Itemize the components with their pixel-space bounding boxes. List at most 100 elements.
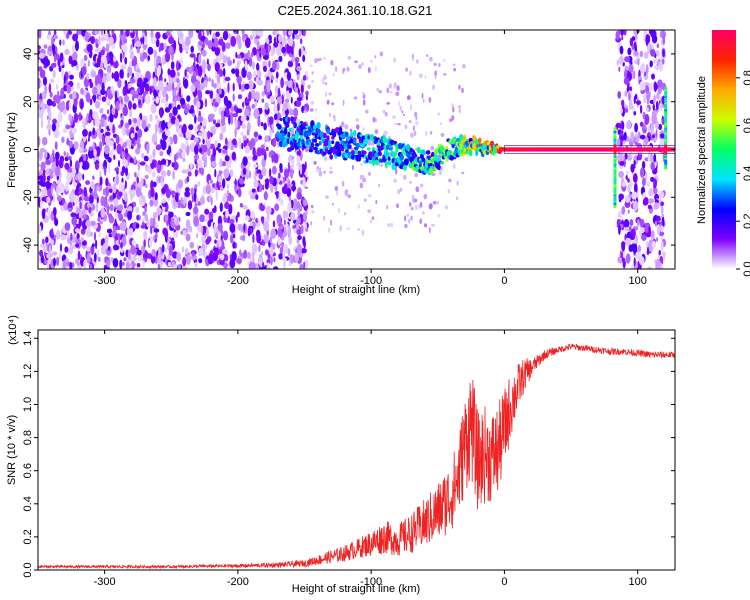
- spectrogram-cell: [196, 104, 199, 113]
- spectrogram-cell: [197, 180, 201, 187]
- spectrogram-cell: [63, 259, 66, 269]
- spectrogram-cell: [621, 36, 624, 41]
- spectrogram-cell: [38, 52, 45, 59]
- spectrogram-cell: [247, 50, 251, 61]
- spectrogram-cell: [664, 137, 668, 140]
- spectrogram-cell: [426, 54, 429, 57]
- spectrogram-cell: [39, 108, 44, 120]
- spectrogram-cell: [413, 130, 417, 136]
- spectrogram-cell: [241, 106, 244, 112]
- spectrogram-cell: [266, 81, 271, 93]
- spectrogram-cell: [237, 211, 240, 218]
- spectrogram-cell: [181, 266, 188, 269]
- spectrogram-cell: [89, 263, 93, 269]
- spectrogram-cell: [621, 206, 626, 215]
- spectrogram-cell: [287, 116, 291, 124]
- spectrogram-cell: [643, 141, 647, 149]
- spectrogram-cell: [88, 206, 92, 214]
- spectrogram-cell: [639, 121, 644, 127]
- spectrogram-cell: [141, 245, 146, 255]
- spectrogram-cell: [109, 195, 114, 201]
- spectrogram-cell: [619, 161, 625, 166]
- y-tick-label: 0.6: [22, 463, 34, 478]
- spectrogram-cell: [197, 65, 203, 77]
- spectrogram-cell: [71, 127, 77, 134]
- spectrogram-cell: [209, 90, 214, 99]
- spectrogram-cell: [356, 124, 360, 130]
- spectrogram-cell: [287, 161, 290, 169]
- spectrogram-cell: [105, 43, 110, 48]
- spectrogram-cell: [44, 149, 48, 159]
- spectrogram-cell: [138, 254, 143, 262]
- spectrogram-cell: [87, 59, 91, 67]
- spectrogram-cell: [439, 170, 442, 175]
- spectrogram-cell: [125, 139, 130, 144]
- spectrogram-cell: [651, 73, 655, 80]
- spectrogram-cell: [268, 168, 272, 178]
- spectrogram-cell: [235, 34, 241, 45]
- spectrogram-cell: [218, 170, 223, 175]
- spectrogram-cell: [54, 141, 58, 151]
- spectrogram-cell: [375, 199, 378, 205]
- spectrogram-cell: [63, 30, 67, 35]
- spectrogram-cell: [83, 259, 87, 269]
- spectrogram-cell: [122, 158, 128, 167]
- spectrogram-cell: [155, 96, 160, 104]
- spectrogram-cell: [654, 220, 658, 227]
- spectrogram-cell: [167, 137, 171, 148]
- spectrogram-cell: [259, 107, 263, 114]
- spectrogram-cell: [419, 201, 423, 208]
- spectrogram-cell: [414, 198, 418, 203]
- spectrogram-cell: [113, 197, 119, 207]
- spectrogram-cell: [336, 150, 342, 157]
- spectrogram-cell: [650, 176, 655, 183]
- spectrogram-cell: [52, 193, 55, 203]
- spectrogram-cell: [634, 122, 638, 133]
- spectrogram-cell: [159, 150, 164, 157]
- spectrogram-cell: [230, 106, 234, 112]
- spectrogram-cell: [650, 123, 653, 135]
- spectrogram-cell: [242, 204, 248, 210]
- spectrogram-cell: [157, 263, 160, 269]
- spectrogram-cell: [221, 110, 225, 118]
- spectrogram-cell: [204, 98, 208, 108]
- spectrogram-cell: [268, 60, 271, 68]
- spectrogram-cell: [650, 161, 655, 171]
- spectrogram-cell: [273, 102, 276, 113]
- spectrogram-cell: [640, 63, 646, 75]
- spectrogram-cell: [410, 132, 414, 138]
- spectrogram-cell: [353, 129, 357, 137]
- spectrogram-cell: [644, 136, 649, 144]
- spectrogram-cell: [248, 261, 255, 269]
- spectrogram-cell: [222, 248, 228, 255]
- spectrogram-cell: [59, 52, 64, 63]
- spectrogram-cell: [639, 134, 646, 140]
- spectrogram-cell: [194, 126, 198, 134]
- spectrogram-cell: [142, 81, 147, 88]
- spectrogram-cell: [172, 170, 175, 180]
- spectrogram-cell: [358, 64, 362, 69]
- spectrogram-cell: [216, 73, 221, 84]
- spectrogram-cell: [616, 59, 620, 66]
- spectrogram-cell: [328, 139, 331, 146]
- spectrogram-cell: [92, 86, 98, 97]
- spectrogram-cell: [331, 140, 335, 145]
- spectrogram-cell: [255, 194, 259, 200]
- spectrogram-cell: [159, 108, 163, 119]
- spectrogram-cell: [382, 136, 387, 144]
- spectrogram-cell: [121, 165, 126, 174]
- spectrogram-cell: [633, 51, 639, 56]
- spectrogram-cell: [387, 156, 391, 162]
- spectrogram-cell: [107, 156, 112, 163]
- spectrogram-cell: [109, 150, 113, 159]
- spectrogram-cell: [130, 89, 136, 95]
- spectrogram-cell: [206, 140, 211, 149]
- spectrogram-cell: [261, 90, 266, 97]
- spectrogram-cell: [120, 64, 126, 71]
- spectrogram-cell: [96, 185, 100, 192]
- spectrogram-cell: [440, 132, 445, 137]
- spectrogram-cell: [329, 112, 331, 117]
- spectrogram-cell: [291, 46, 294, 56]
- spectrogram-cell: [290, 116, 294, 122]
- colorbar-label: Normalized spectral amplitude: [696, 76, 708, 224]
